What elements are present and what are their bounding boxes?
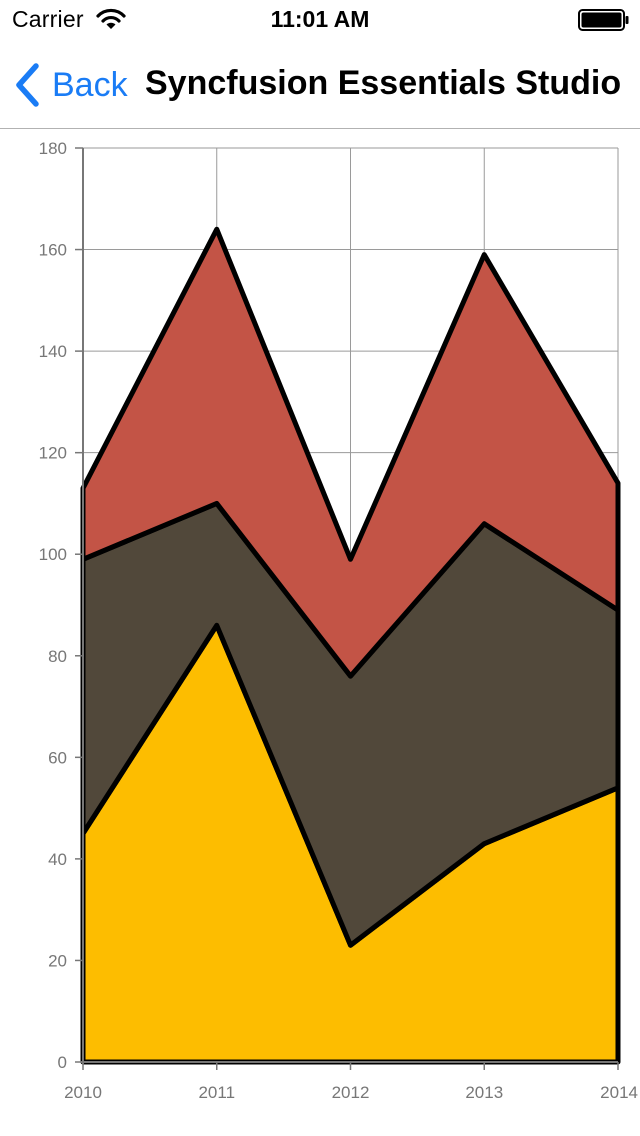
clock: 11:01 AM xyxy=(270,6,370,32)
chevron-left-icon xyxy=(14,63,40,107)
wifi-icon xyxy=(96,8,126,35)
y-tick-label: 0 xyxy=(58,1053,67,1072)
navigation-bar: Back Syncfusion Essentials Studio xyxy=(0,40,640,129)
y-tick-label: 140 xyxy=(39,342,67,361)
stacked-area-chart: 0 20 40 60 80 100 120 140 160 180 2010 2011 2012 2013… xyxy=(39,139,638,1102)
y-tick-label: 40 xyxy=(48,850,67,869)
area-series-3 xyxy=(80,226,621,679)
x-tick-label: 2012 xyxy=(332,1083,370,1102)
status-bar: Carrier 11:01 AM xyxy=(0,0,640,40)
y-tick-label: 60 xyxy=(48,748,67,767)
y-tick-label: 180 xyxy=(39,139,67,158)
carrier-label: Carrier xyxy=(12,6,84,32)
x-tick-label: 2013 xyxy=(465,1083,503,1102)
x-tick-label: 2011 xyxy=(198,1083,235,1102)
x-tick-label: 2010 xyxy=(64,1083,102,1102)
page-title: Syncfusion Essentials Studio xyxy=(145,64,622,102)
back-button[interactable]: Back xyxy=(14,60,128,110)
x-tick-label: 2014 xyxy=(600,1083,638,1102)
y-tick-label: 120 xyxy=(39,444,67,463)
y-tick-label: 80 xyxy=(48,647,67,666)
battery-icon xyxy=(578,9,630,36)
y-tick-label: 160 xyxy=(39,241,67,260)
y-tick-label: 20 xyxy=(48,951,67,970)
y-tick-label: 100 xyxy=(39,545,67,564)
back-label: Back xyxy=(52,65,128,104)
